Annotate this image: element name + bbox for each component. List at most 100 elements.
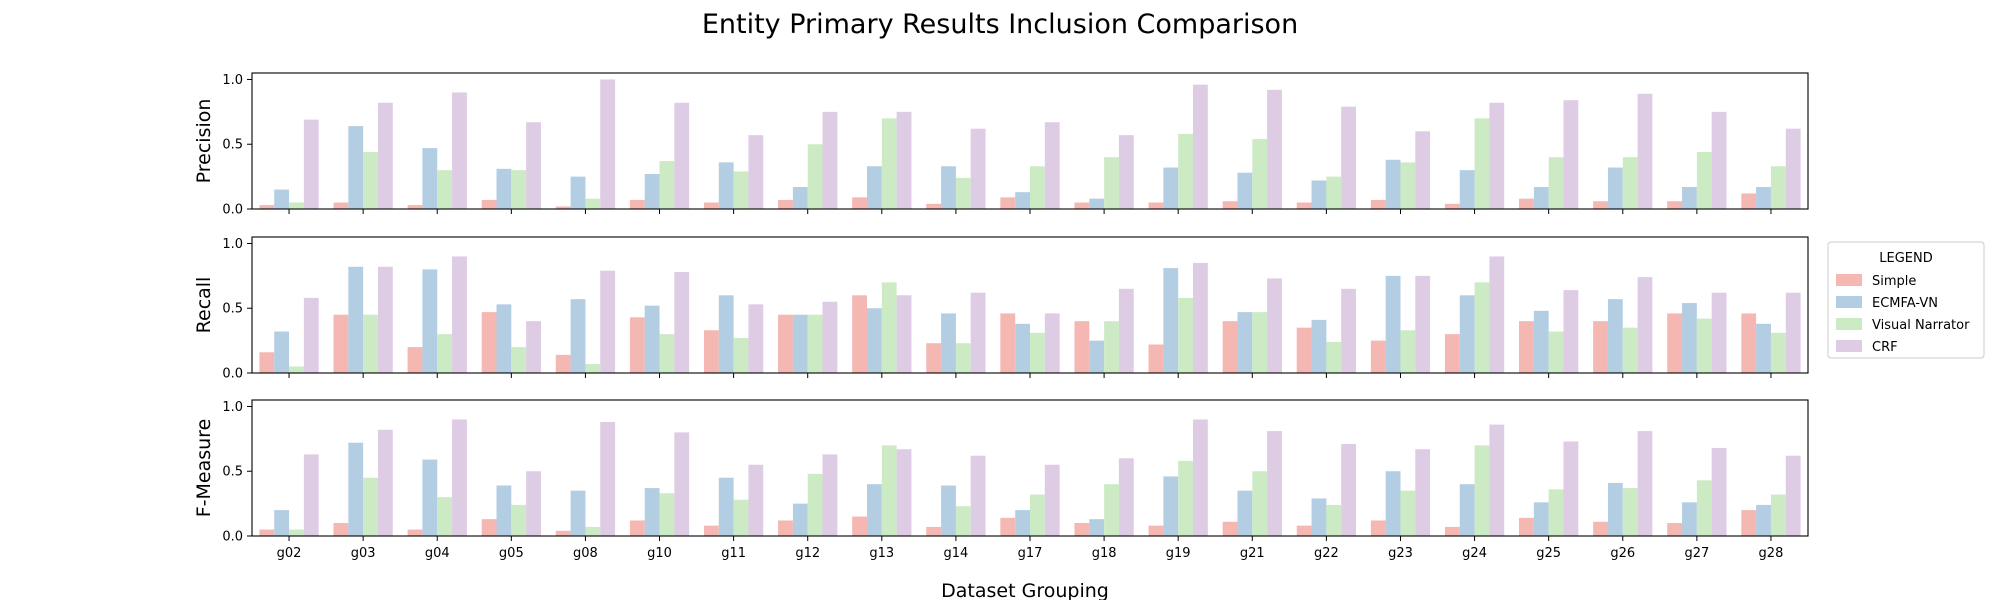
bar xyxy=(1015,192,1030,209)
bar xyxy=(1785,128,1801,209)
bar xyxy=(748,304,764,373)
y-axis-label: F-Measure xyxy=(193,419,215,518)
legend-swatch xyxy=(1836,318,1862,330)
bar xyxy=(1770,332,1786,373)
bar xyxy=(778,199,793,209)
x-tick-label: g05 xyxy=(499,546,524,561)
bar xyxy=(1311,180,1327,209)
bar xyxy=(1385,275,1401,373)
bar xyxy=(481,199,497,209)
x-tick-label: g23 xyxy=(1388,546,1413,561)
x-tick-label: g10 xyxy=(647,546,672,561)
bar xyxy=(333,202,349,209)
bar xyxy=(970,455,986,536)
y-tick-label: 0.0 xyxy=(222,530,243,545)
bar xyxy=(1711,292,1727,373)
y-tick-label: 0.5 xyxy=(222,302,243,317)
bar xyxy=(600,79,616,209)
bar xyxy=(644,174,660,209)
bar xyxy=(481,519,497,536)
bar xyxy=(970,292,986,373)
bar xyxy=(333,523,349,536)
bar xyxy=(1237,490,1253,536)
bar xyxy=(496,168,512,209)
bar xyxy=(792,314,808,373)
bar xyxy=(1267,431,1282,536)
bar xyxy=(1741,313,1757,373)
bar xyxy=(363,477,378,536)
x-tick-label: g12 xyxy=(795,546,820,561)
legend-entry: ECMFA-VN xyxy=(1872,296,1938,311)
x-tick-label: g03 xyxy=(351,546,376,561)
bar xyxy=(407,205,423,209)
bar xyxy=(1637,93,1653,209)
bar xyxy=(1104,157,1119,209)
bar xyxy=(941,313,956,373)
bar xyxy=(1385,471,1401,536)
bar xyxy=(822,301,838,373)
bar xyxy=(1311,319,1327,373)
bar xyxy=(289,366,304,373)
bar xyxy=(1118,458,1134,536)
bar xyxy=(1400,490,1416,536)
bar xyxy=(348,442,364,536)
bar xyxy=(377,429,393,536)
bar xyxy=(1474,118,1490,209)
bar xyxy=(807,314,823,373)
bar xyxy=(1770,494,1786,536)
x-tick-label: g13 xyxy=(869,546,894,561)
y-tick-label: 0.5 xyxy=(222,138,243,153)
bar xyxy=(303,454,319,536)
bar xyxy=(585,198,601,209)
x-tick-label: g02 xyxy=(277,546,302,561)
bar xyxy=(1341,106,1357,209)
bar xyxy=(570,176,586,209)
bar xyxy=(1163,476,1179,536)
bar xyxy=(1030,494,1045,536)
bar xyxy=(452,256,467,373)
y-tick-label: 0.0 xyxy=(222,203,243,218)
bar xyxy=(1607,482,1623,536)
bar xyxy=(1415,275,1431,373)
bar xyxy=(1341,444,1357,536)
y-tick-label: 1.0 xyxy=(222,73,243,88)
bar xyxy=(259,205,275,209)
bar xyxy=(866,484,882,536)
bar xyxy=(303,119,319,209)
x-tick-label: g18 xyxy=(1092,546,1117,561)
bar xyxy=(585,363,601,373)
bar xyxy=(526,321,541,373)
x-tick-label: g04 xyxy=(425,546,450,561)
bar xyxy=(896,111,912,209)
bar xyxy=(1667,313,1683,373)
bar xyxy=(1533,186,1549,209)
bar xyxy=(1370,340,1386,373)
x-axis-label: Dataset Grouping xyxy=(941,580,1109,600)
y-tick-label: 0.5 xyxy=(222,465,243,480)
bar xyxy=(1326,341,1342,373)
bar xyxy=(1770,166,1786,209)
x-tick-label: g14 xyxy=(944,546,969,561)
bar xyxy=(1044,122,1060,209)
bar xyxy=(333,314,349,373)
bar xyxy=(1000,197,1016,209)
bar xyxy=(733,338,749,373)
bar xyxy=(600,270,616,373)
bar xyxy=(289,202,304,209)
bar xyxy=(674,432,690,536)
bar xyxy=(1326,176,1342,209)
bar xyxy=(377,266,393,373)
legend-box xyxy=(1827,241,1985,359)
bar xyxy=(644,305,660,373)
bar xyxy=(1296,525,1312,536)
bar xyxy=(422,148,438,209)
bar xyxy=(1667,523,1683,536)
bar xyxy=(1489,424,1505,536)
bar xyxy=(437,170,453,209)
bar xyxy=(511,170,527,209)
bar xyxy=(718,477,734,536)
bar xyxy=(1637,431,1653,536)
bar xyxy=(1459,170,1475,209)
bar xyxy=(926,203,942,209)
bar xyxy=(289,529,304,536)
